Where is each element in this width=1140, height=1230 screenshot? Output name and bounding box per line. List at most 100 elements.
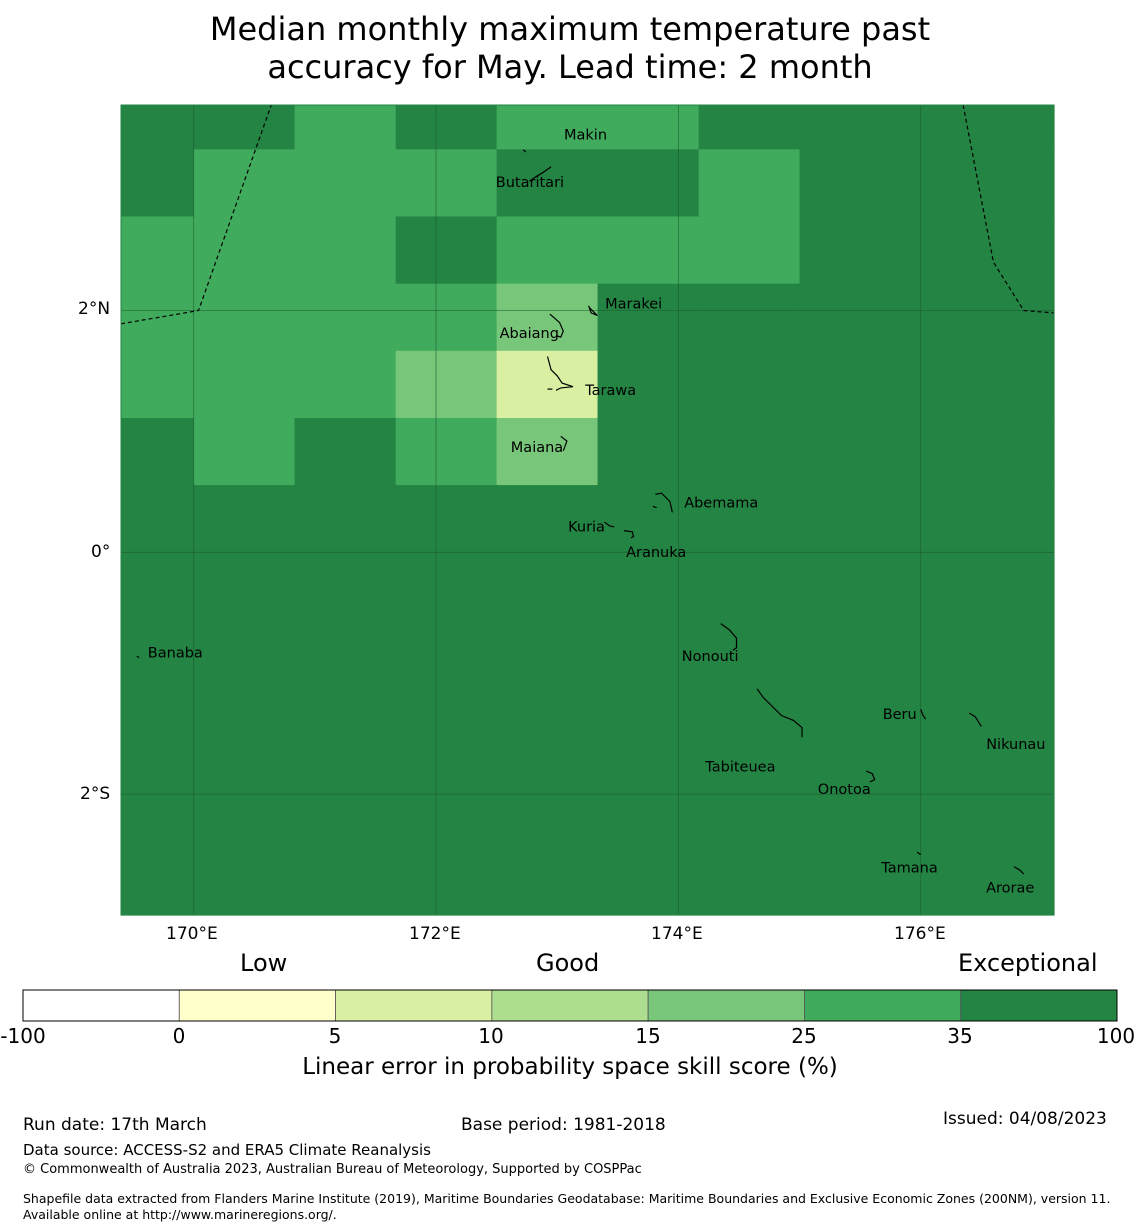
island-outline (522, 149, 527, 153)
lat-tick-0: 0° (91, 542, 111, 562)
grid-cell (395, 485, 498, 916)
island-outline (549, 313, 564, 338)
colorbar-tick: 15 (635, 1024, 661, 1048)
grid-cell (597, 485, 700, 916)
map-frame (120, 104, 1055, 916)
grid-cell (294, 105, 397, 150)
grid-cell (799, 216, 922, 285)
data-source: Data source: ACCESS-S2 and ERA5 Climate … (23, 1141, 431, 1159)
grid-cell (496, 105, 599, 150)
grid-cell (920, 149, 1055, 218)
eez-boundary-east (962, 104, 1055, 314)
island-label: Marakei (605, 297, 662, 313)
colorbar-tick: 0 (172, 1024, 186, 1048)
grid-cell (597, 105, 700, 150)
eez-boundary-west (120, 104, 272, 325)
grid-cell (597, 149, 700, 218)
island-label: Abaiang (500, 326, 559, 342)
grid-cell (294, 283, 397, 352)
island-outline (652, 505, 657, 509)
colorbar-tick: 10 (478, 1024, 504, 1048)
grid-cell (294, 485, 397, 916)
grid-cell (294, 149, 397, 218)
island-label: Tabiteuea (704, 760, 775, 776)
island-outline (528, 166, 552, 182)
island-outline (756, 688, 803, 738)
grid-cell (193, 350, 296, 419)
grid-cell (799, 350, 922, 419)
lon-tick-172: 172°E (409, 924, 461, 944)
island-outline (920, 709, 927, 720)
colorbar-segment (491, 989, 649, 1022)
island-outline (720, 623, 738, 651)
grid-cell (193, 216, 296, 285)
colorbar-tick: 25 (791, 1024, 817, 1048)
island-label: Kuria (568, 520, 605, 536)
grid-cell (193, 485, 296, 916)
grid-cell (193, 149, 296, 218)
island-outline (916, 851, 922, 856)
grid-cell (121, 417, 195, 486)
grid-cell (496, 216, 599, 285)
lon-tick-170: 170°E (166, 924, 218, 944)
grid-cell (121, 105, 195, 150)
island-outline (136, 655, 140, 659)
colorbar-segment (804, 989, 962, 1022)
colorbar-tick: 35 (947, 1024, 973, 1048)
copyright: © Commonwealth of Australia 2023, Austra… (23, 1162, 642, 1177)
island-outline (865, 770, 876, 783)
lon-tick-176: 176°E (894, 924, 946, 944)
island-label: Beru (883, 707, 917, 723)
grid-cell (395, 283, 498, 352)
colorbar-category-low: Low (240, 949, 288, 977)
island-outline (560, 435, 568, 452)
colorbar-tick: 100 (1096, 1024, 1136, 1048)
colorbar-segment (178, 989, 336, 1022)
grid-cell (698, 149, 801, 218)
title-line-2: accuracy for May. Lead time: 2 month (267, 48, 873, 86)
colorbar-segment (335, 989, 493, 1022)
grid-cell (920, 105, 1055, 150)
grid-cell (294, 350, 397, 419)
run-date: Run date: 17th March (23, 1115, 207, 1135)
shapefile-credit: Shapefile data extracted from Flanders M… (23, 1191, 1111, 1222)
grid-cell (395, 216, 498, 285)
grid-cell (698, 350, 801, 419)
island-label: Tamana (880, 861, 937, 877)
island-label: Makin (564, 128, 607, 144)
grid-cell (294, 417, 397, 486)
grid-cell (121, 485, 195, 916)
grid-cell (920, 485, 1055, 916)
grid-cell (597, 350, 700, 419)
island-label: Maiana (511, 440, 563, 456)
grid-cell (920, 350, 1055, 419)
colorbar-segment (647, 989, 805, 1022)
grid-cell (395, 350, 498, 419)
island-label: Onotoa (818, 782, 871, 798)
grid-cell (193, 283, 296, 352)
colorbar-segment (960, 989, 1118, 1022)
island-outline (623, 530, 635, 539)
island-label: Banaba (148, 645, 203, 661)
grid-cell (698, 485, 801, 916)
island-outline (546, 356, 574, 391)
grid-cell (799, 149, 922, 218)
island-outline (1013, 866, 1025, 875)
chart-title: Median monthly maximum temperature past … (0, 10, 1140, 86)
colorbar-label: Linear error in probability space skill … (302, 1054, 838, 1080)
grid-cell (294, 216, 397, 285)
colorbar-tick: -100 (0, 1024, 46, 1048)
colorbar-category-exceptional: Exceptional (958, 949, 1098, 977)
grid-cell (193, 105, 296, 150)
grid-cell (920, 216, 1055, 285)
grid-cell (698, 283, 801, 352)
grid-cell (496, 485, 599, 916)
grid-cell (799, 105, 922, 150)
colorbar-tick: 5 (328, 1024, 342, 1048)
grid-cell (193, 417, 296, 486)
island-label: Arorae (986, 881, 1034, 897)
lat-tick-2s: 2°S (80, 784, 111, 804)
grid-cell (121, 350, 195, 419)
grid-cell (121, 216, 195, 285)
colorbar-segment (22, 989, 180, 1022)
